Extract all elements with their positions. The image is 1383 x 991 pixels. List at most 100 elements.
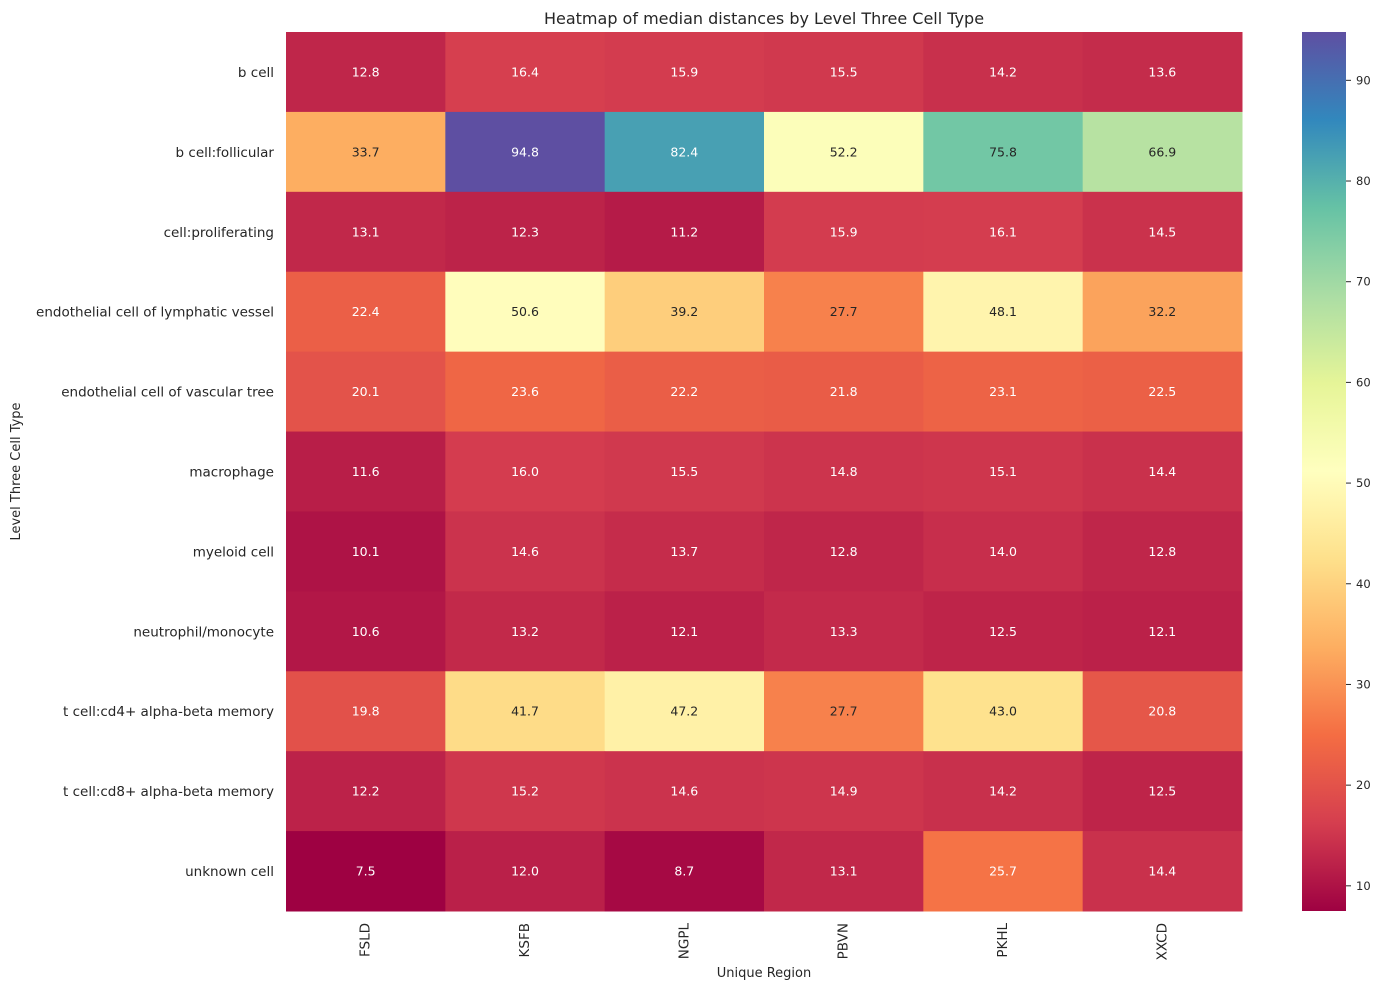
- heatmap-cell: [445, 671, 606, 752]
- cell-value-label: 15.2: [511, 784, 539, 799]
- colorbar-tick-label: 40: [1356, 577, 1371, 591]
- heatmap-cell: [764, 751, 924, 832]
- cell-value-label: 13.2: [511, 624, 539, 639]
- x-tick-label: FSLD: [358, 923, 374, 957]
- heatmap-cell: [445, 191, 606, 273]
- heatmap-cell: [1082, 511, 1243, 592]
- x-tick-label: KSFB: [517, 923, 533, 957]
- heatmap-cell: [764, 671, 924, 752]
- cell-value-label: 23.1: [989, 384, 1017, 399]
- heatmap-cell: [286, 831, 446, 912]
- cell-value-label: 13.1: [352, 224, 380, 239]
- heatmap-cell: [286, 111, 446, 193]
- cell-value-label: 16.0: [511, 464, 539, 479]
- cell-value-label: 48.1: [989, 304, 1017, 319]
- heatmap-cell: [604, 431, 765, 512]
- chart-title: Heatmap of median distances by Level Thr…: [544, 9, 984, 28]
- cell-value-label: 25.7: [989, 864, 1017, 879]
- heatmap-cell: [286, 32, 446, 113]
- colorbar: [1302, 32, 1346, 911]
- cell-value-label: 20.1: [352, 384, 380, 399]
- heatmap-cell: [604, 751, 765, 832]
- cell-value-label: 14.8: [830, 464, 858, 479]
- heatmap-cell: [1082, 351, 1243, 433]
- heatmap-cell: [764, 351, 924, 433]
- heatmap-cell: [923, 751, 1084, 832]
- heatmap-cell: [445, 32, 606, 113]
- y-tick-label: unknown cell: [185, 864, 274, 880]
- heatmap-cell: [286, 271, 446, 353]
- colorbar-tick-label: 20: [1356, 778, 1371, 792]
- cell-value-label: 14.9: [830, 784, 858, 799]
- heatmap-cell: [764, 831, 924, 912]
- heatmap-cell: [286, 511, 446, 592]
- heatmap-cell: [286, 191, 446, 273]
- heatmap-cell: [923, 351, 1084, 433]
- heatmap-cell: [286, 431, 446, 512]
- heatmap-cell: [923, 671, 1084, 752]
- x-tick-label: XXCD: [1154, 923, 1170, 960]
- cell-value-label: 23.6: [511, 384, 539, 399]
- heatmap-cell: [1082, 32, 1243, 113]
- heatmap-cell: [923, 511, 1084, 592]
- heatmap-cell: [923, 431, 1084, 512]
- colorbar-tick-label: 30: [1356, 677, 1371, 691]
- cell-value-label: 19.8: [352, 704, 380, 719]
- cell-value-label: 14.4: [1148, 464, 1176, 479]
- cell-value-label: 22.2: [670, 384, 698, 399]
- heatmap-cell: [764, 431, 924, 512]
- colorbar-tick-label: 70: [1356, 275, 1371, 289]
- heatmap-cell: [764, 191, 924, 273]
- cell-value-label: 27.7: [830, 304, 858, 319]
- cell-value-label: 21.8: [830, 384, 858, 399]
- cell-value-label: 12.1: [670, 624, 698, 639]
- heatmap-cell: [445, 751, 606, 832]
- cell-value-label: 12.1: [1148, 624, 1176, 639]
- cell-value-label: 10.1: [352, 544, 380, 559]
- cell-value-label: 14.5: [1148, 224, 1176, 239]
- cell-value-label: 15.9: [830, 224, 858, 239]
- x-tick-label: PKHL: [995, 923, 1011, 958]
- heatmap-cell: [1082, 191, 1243, 273]
- colorbar-tick-label: 50: [1356, 476, 1371, 490]
- cell-value-label: 39.2: [670, 304, 698, 319]
- cell-value-label: 15.1: [989, 464, 1017, 479]
- cell-value-label: 14.0: [989, 544, 1017, 559]
- cell-value-label: 13.6: [1148, 64, 1176, 79]
- cell-value-label: 41.7: [511, 704, 539, 719]
- y-tick-label: b cell: [238, 65, 274, 81]
- heatmap-cell: [1082, 431, 1243, 512]
- y-tick-label: neutrophil/monocyte: [133, 624, 274, 640]
- cell-value-label: 22.5: [1148, 384, 1176, 399]
- cell-value-label: 20.8: [1148, 704, 1176, 719]
- heatmap-cell: [445, 271, 606, 353]
- cell-value-label: 13.7: [670, 544, 698, 559]
- heatmap-cell: [764, 591, 924, 672]
- cell-value-label: 14.6: [511, 544, 539, 559]
- cell-value-label: 12.5: [1148, 784, 1176, 799]
- cell-value-label: 52.2: [830, 144, 858, 159]
- y-tick-label: macrophage: [189, 465, 274, 481]
- y-tick-label: myeloid cell: [193, 544, 274, 560]
- cell-value-label: 94.8: [511, 144, 539, 159]
- heatmap-cell: [286, 671, 446, 752]
- heatmap-cell: [1082, 271, 1243, 353]
- y-tick-label: t cell:cd4+ alpha-beta memory: [63, 704, 274, 720]
- heatmap-cell: [286, 591, 446, 672]
- cell-value-label: 7.5: [356, 864, 376, 879]
- heatmap-cell: [764, 32, 924, 113]
- cell-value-label: 16.1: [989, 224, 1017, 239]
- colorbar-tick-label: 10: [1356, 879, 1371, 893]
- cell-value-label: 12.5: [989, 624, 1017, 639]
- x-tick-label: PBVN: [836, 923, 852, 959]
- cell-value-label: 11.2: [670, 224, 698, 239]
- colorbar-tick-label: 60: [1356, 375, 1371, 389]
- cell-value-label: 13.3: [830, 624, 858, 639]
- heatmap-cell: [445, 111, 606, 193]
- cell-value-label: 15.5: [830, 64, 858, 79]
- heatmap-cell: [764, 271, 924, 353]
- cell-value-label: 66.9: [1148, 144, 1176, 159]
- heatmap-cell: [923, 111, 1084, 193]
- cell-value-label: 13.1: [830, 864, 858, 879]
